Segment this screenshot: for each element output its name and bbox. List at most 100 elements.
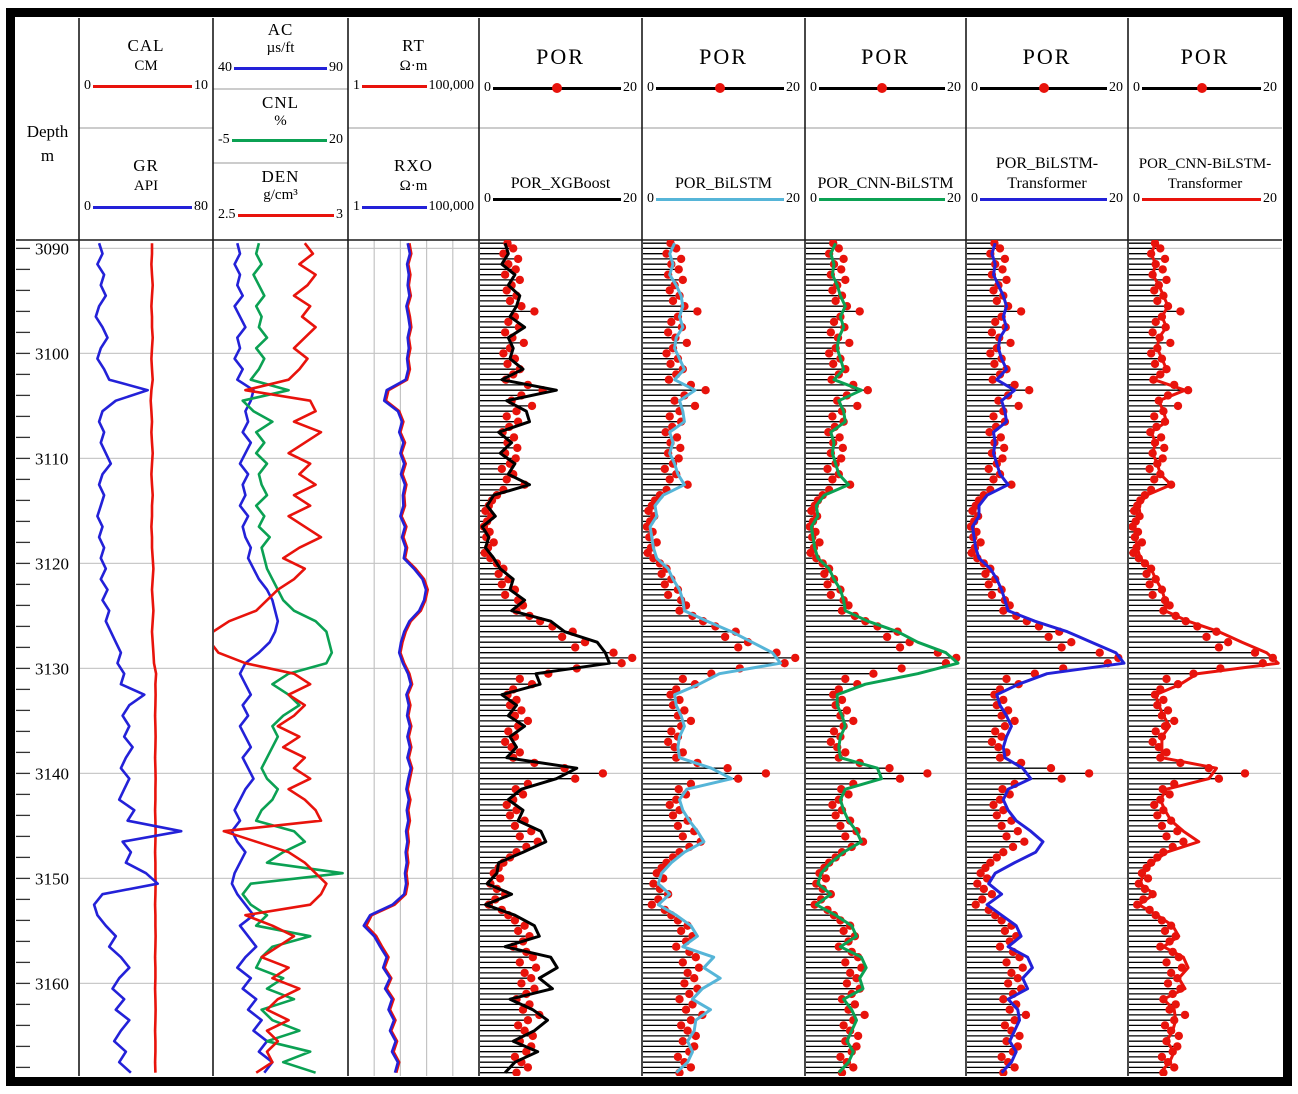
curve-POR_XGBoost bbox=[480, 242, 611, 1074]
scale-min: 0 bbox=[647, 191, 654, 206]
curve-scale: 0 10 bbox=[82, 78, 210, 94]
depth-tick-label: 3090 bbox=[35, 239, 69, 258]
curve-scale: 0 20 bbox=[645, 80, 802, 96]
header-ac: AC µs/ft 40 90 bbox=[213, 18, 348, 89]
curve-POR_CNN-BiLSTM bbox=[809, 242, 960, 1074]
scale-line bbox=[493, 197, 621, 201]
depth-ticks: 3090 3100 3110 3120 3130 3140 3150 3160 bbox=[16, 239, 69, 1069]
scale-min: 0 bbox=[971, 191, 978, 206]
curve-units: CM bbox=[134, 58, 158, 74]
scale-max: 90 bbox=[329, 60, 343, 75]
curve-name: AC bbox=[267, 20, 294, 39]
scale-min: 1 bbox=[353, 78, 360, 93]
scale-min: 0 bbox=[1133, 191, 1140, 206]
header-por: POR 0 20 bbox=[966, 18, 1128, 128]
scale-min: 0 bbox=[84, 78, 91, 93]
por-marker-dot bbox=[552, 83, 562, 93]
header-track-por-xgboost: POR 0 20 POR_XGBoost 0 20 bbox=[479, 18, 642, 240]
scale-max: 3 bbox=[336, 207, 343, 222]
scale-min: 0 bbox=[810, 191, 817, 206]
scale-line bbox=[237, 213, 334, 217]
curve-name: RXO bbox=[394, 156, 433, 175]
header-track-ac-cnl-den: AC µs/ft 40 90 CNL % -5 20 DEN g/cm³ 2.5 bbox=[213, 18, 348, 240]
depth-tick-label: 3120 bbox=[35, 554, 69, 573]
scale-min: 40 bbox=[218, 60, 232, 75]
scale-line bbox=[93, 84, 192, 88]
header-den: DEN g/cm³ 2.5 3 bbox=[213, 163, 348, 240]
scale-line bbox=[493, 83, 621, 93]
model-name: POR_XGBoost bbox=[510, 175, 611, 192]
header-por-xgboost-model: POR_XGBoost 0 20 bbox=[479, 128, 642, 240]
header-cnl: CNL % -5 20 bbox=[213, 89, 348, 163]
curve-name: POR bbox=[861, 44, 910, 69]
curve-scale: 0 20 bbox=[808, 191, 963, 207]
curve-name: POR bbox=[1180, 44, 1230, 69]
scale-max: 100,000 bbox=[428, 78, 475, 93]
track-separators bbox=[16, 18, 1282, 1076]
scale-line bbox=[819, 83, 945, 93]
scale-min: 0 bbox=[647, 80, 654, 95]
scale-min: 1 bbox=[353, 199, 360, 214]
curve-name: DEN bbox=[261, 167, 300, 186]
curve-scale: 0 20 bbox=[1131, 80, 1279, 96]
header-por: POR 0 20 bbox=[479, 18, 642, 128]
scale-min: 0 bbox=[971, 80, 978, 95]
depth-tick-label: 3140 bbox=[35, 764, 69, 783]
header-rxo: RXO Ω·m 1 100,000 bbox=[348, 128, 479, 240]
curve-name: CNL bbox=[262, 93, 299, 112]
scale-line bbox=[93, 205, 192, 209]
model-name: POR_CNN-BiLSTM- Transformer bbox=[1138, 156, 1272, 192]
scale-max: 20 bbox=[1263, 191, 1277, 206]
curve-units: % bbox=[274, 113, 287, 129]
scale-line bbox=[656, 197, 784, 201]
header-por-cnn-bilstm-transformer-model: POR_CNN-BiLSTM- Transformer 0 20 bbox=[1128, 128, 1282, 240]
header-track-por-bilstm: POR 0 20 POR_BiLSTM 0 20 bbox=[642, 18, 805, 240]
track-por-bilstm bbox=[643, 240, 800, 1076]
scale-line bbox=[1142, 197, 1261, 201]
curve-scale: 0 20 bbox=[645, 191, 802, 207]
por-measured-bars bbox=[643, 242, 796, 1074]
por-marker-dot bbox=[715, 83, 725, 93]
curve-units: Ω·m bbox=[399, 58, 428, 74]
depth-tick-label: 3160 bbox=[35, 974, 69, 993]
scale-min: 0 bbox=[484, 191, 491, 206]
depth-axis-units: m bbox=[40, 146, 55, 165]
track-por-bilstm-transformer bbox=[967, 240, 1126, 1076]
curve-scale: 40 90 bbox=[216, 60, 345, 76]
header-dividers bbox=[79, 88, 1282, 164]
header-track-por-cnn-bilstm-transformer: POR 0 20 POR_CNN-BiLSTM- Transformer 0 2… bbox=[1128, 18, 1282, 240]
scale-max: 10 bbox=[194, 78, 208, 93]
curve-name: CAL bbox=[127, 36, 165, 55]
curve-scale: 0 20 bbox=[482, 80, 639, 96]
curve-name: POR bbox=[699, 44, 748, 69]
depth-tick-label: 3110 bbox=[35, 449, 68, 468]
por-measured-bars bbox=[480, 242, 633, 1074]
scale-max: 80 bbox=[194, 199, 208, 214]
scale-max: 20 bbox=[623, 191, 637, 206]
curve-POR_BiLSTM bbox=[648, 242, 782, 1074]
scale-max: 20 bbox=[623, 80, 637, 95]
header-gr: GR API 0 80 bbox=[79, 128, 213, 240]
scale-min: 0 bbox=[810, 80, 817, 95]
scale-max: 20 bbox=[786, 80, 800, 95]
curve-POR_CNN-BiLSTM-Transformer bbox=[1132, 242, 1280, 1074]
curve-CNL bbox=[241, 242, 344, 1074]
scale-line bbox=[656, 83, 784, 93]
header-por: POR 0 20 bbox=[1128, 18, 1282, 128]
curve-scale: 0 20 bbox=[482, 191, 639, 207]
model-name: POR_BiLSTM- Transformer bbox=[995, 155, 1099, 192]
scale-min: -5 bbox=[218, 132, 230, 147]
depth-tick-label: 3150 bbox=[35, 869, 69, 888]
por-marker-dot bbox=[1038, 83, 1049, 93]
scale-line bbox=[234, 66, 327, 70]
curve-scale: 0 20 bbox=[969, 80, 1125, 96]
por-measured-bars bbox=[806, 242, 957, 1074]
header-rt: RT Ω·m 1 100,000 bbox=[348, 18, 479, 128]
scale-line bbox=[819, 197, 945, 201]
scale-max: 20 bbox=[947, 80, 961, 95]
scale-min: 2.5 bbox=[218, 207, 236, 222]
scale-min: 0 bbox=[84, 199, 91, 214]
scale-line bbox=[980, 197, 1107, 201]
